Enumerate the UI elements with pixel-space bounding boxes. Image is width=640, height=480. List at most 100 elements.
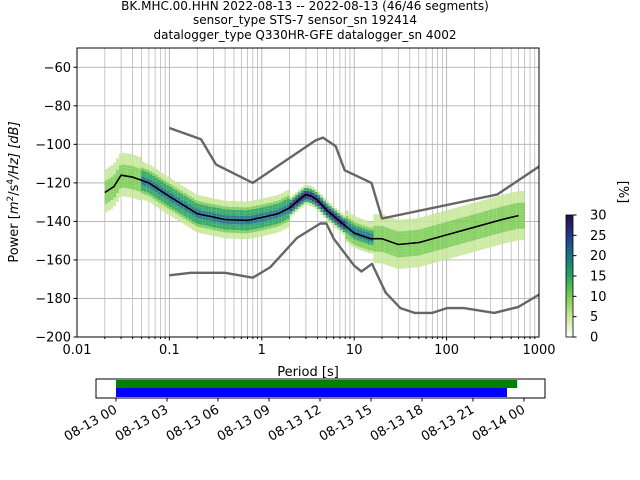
histogram-cell	[401, 222, 405, 226]
histogram-cell	[160, 178, 164, 182]
histogram-cell	[278, 205, 282, 209]
histogram-cell	[236, 227, 240, 231]
histogram-cell	[258, 227, 262, 231]
histogram-cell	[197, 215, 200, 219]
histogram-cell	[132, 172, 136, 176]
histogram-cell	[373, 219, 377, 223]
histogram-cell	[180, 185, 184, 189]
histogram-cell	[446, 212, 450, 216]
histogram-cell	[227, 212, 231, 216]
histogram-cell	[174, 190, 178, 194]
histogram-cell	[130, 154, 133, 158]
histogram-cell	[426, 250, 430, 254]
histogram-cell	[267, 223, 270, 227]
histogram-cell	[479, 215, 483, 219]
histogram-cell	[463, 208, 466, 212]
histogram-cell	[233, 221, 237, 225]
histogram-cell	[457, 227, 461, 231]
histogram-cell	[216, 225, 220, 229]
histogram-cell	[261, 207, 265, 211]
histogram-cell	[300, 204, 304, 208]
histogram-cell	[465, 236, 469, 240]
colorbar-tick-label: 5	[590, 310, 598, 325]
histogram-cell	[104, 206, 108, 210]
histogram-cell	[435, 259, 438, 263]
histogram-cell	[275, 209, 279, 213]
histogram-cell	[454, 213, 458, 217]
histogram-cell	[437, 221, 441, 224]
histogram-cell	[169, 186, 172, 190]
histogram-cell	[395, 245, 399, 249]
histogram-cell	[157, 182, 161, 186]
histogram-cell	[485, 236, 489, 240]
histogram-cell	[373, 231, 377, 235]
histogram-cell	[401, 228, 405, 232]
histogram-cell	[269, 231, 273, 235]
timeline-tick-label: 08-13 00	[62, 402, 120, 444]
histogram-cell	[239, 215, 242, 219]
histogram-cell	[104, 192, 108, 195]
histogram-cell	[194, 202, 198, 206]
histogram-cell	[482, 231, 486, 235]
histogram-cell	[451, 240, 455, 244]
histogram-cell	[348, 224, 352, 227]
histogram-cell	[393, 238, 396, 242]
histogram-cell	[423, 219, 427, 222]
histogram-cell	[401, 265, 405, 269]
histogram-cell	[127, 159, 131, 163]
histogram-cell	[437, 252, 441, 256]
histogram-cell	[222, 220, 226, 224]
histogram-cell	[376, 234, 380, 238]
histogram-cell	[202, 202, 206, 206]
histogram-cell	[141, 170, 145, 174]
histogram-cell	[379, 231, 382, 235]
histogram-cell	[183, 221, 186, 225]
histogram-cell	[127, 182, 131, 186]
histogram-cell	[155, 192, 158, 196]
histogram-cell	[244, 227, 248, 231]
histogram-cell	[362, 228, 366, 232]
histogram-cell	[499, 238, 503, 242]
histogram-cell	[152, 181, 156, 185]
histogram-cell	[446, 238, 450, 242]
histogram-cell	[418, 252, 422, 256]
histogram-cell	[118, 182, 122, 186]
histogram-cell	[267, 217, 270, 221]
histogram-cell	[418, 217, 422, 221]
histogram-cell	[451, 214, 455, 218]
histogram-cell	[474, 205, 478, 209]
histogram-cell	[471, 220, 475, 224]
histogram-cell	[463, 205, 466, 209]
histogram-cell	[205, 228, 209, 232]
histogram-cell	[429, 260, 433, 264]
histogram-cell	[426, 258, 430, 262]
histogram-cell	[141, 190, 145, 194]
histogram-cell	[116, 164, 119, 167]
histogram-cell	[110, 171, 114, 175]
histogram-cell	[160, 184, 164, 188]
histogram-cell	[435, 250, 438, 254]
histogram-cell	[146, 195, 150, 199]
histogram-cell	[510, 221, 514, 225]
histogram-cell	[407, 218, 410, 222]
histogram-cell	[141, 196, 145, 200]
histogram-cell	[328, 214, 332, 218]
histogram-cell	[233, 224, 237, 228]
histogram-cell	[359, 221, 363, 225]
histogram-cell	[135, 167, 139, 171]
histogram-cell	[502, 197, 506, 201]
histogram-cell	[121, 152, 125, 156]
histogram-cell	[482, 243, 486, 247]
histogram-cell	[491, 226, 494, 230]
histogram-cell	[471, 234, 475, 238]
histogram-cell	[493, 228, 497, 232]
histogram-cell	[157, 179, 161, 183]
histogram-cell	[166, 179, 170, 183]
histogram-cell	[278, 225, 282, 229]
histogram-cell	[295, 209, 298, 213]
histogram-cell	[208, 211, 212, 215]
histogram-cell	[440, 254, 444, 258]
histogram-cell	[213, 218, 217, 222]
data-coverage-bar	[116, 380, 518, 388]
y-tick-label: −100	[35, 138, 71, 153]
